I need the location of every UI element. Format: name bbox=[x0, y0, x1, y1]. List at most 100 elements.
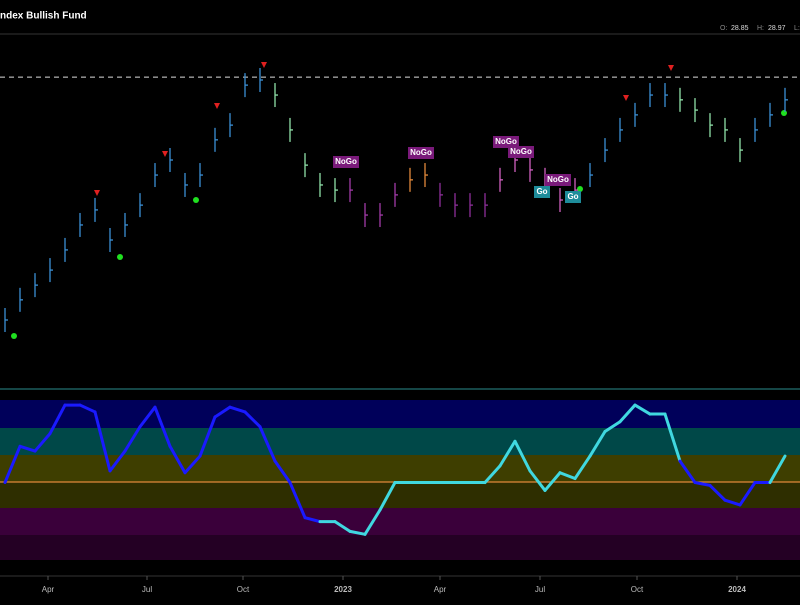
price-bar bbox=[739, 138, 743, 163]
price-bar bbox=[529, 157, 533, 182]
price-bar bbox=[604, 138, 608, 163]
price-bar bbox=[649, 83, 653, 108]
oscillator-segment bbox=[378, 481, 397, 512]
annotation: NoGo bbox=[547, 175, 569, 184]
oscillator-segment bbox=[618, 403, 637, 424]
oscillator-segment bbox=[213, 405, 232, 419]
price-bar bbox=[454, 193, 458, 218]
annotation: NoGo bbox=[495, 137, 517, 146]
annotation-box bbox=[408, 147, 434, 159]
chart-title: ndex Bullish Fund bbox=[0, 11, 87, 22]
price-bar bbox=[274, 83, 278, 108]
price-bar bbox=[334, 178, 338, 203]
price-bar bbox=[79, 212, 83, 237]
oscillator-segment bbox=[333, 520, 352, 533]
price-bar bbox=[619, 117, 623, 142]
price-bar bbox=[679, 87, 683, 112]
price-bar bbox=[19, 287, 23, 312]
price-bar bbox=[664, 83, 668, 108]
sell-signal bbox=[623, 95, 629, 101]
oscillator-segment bbox=[168, 444, 187, 475]
price-bar bbox=[109, 228, 113, 252]
price-bar bbox=[469, 193, 473, 218]
quote-value: 28.85 bbox=[731, 25, 749, 32]
band bbox=[0, 482, 800, 508]
x-tick-label: 2024 bbox=[728, 585, 746, 594]
sell-signal bbox=[162, 151, 168, 157]
oscillator-segment bbox=[348, 529, 367, 536]
buy-signal bbox=[577, 186, 583, 192]
price-bar bbox=[49, 258, 53, 283]
price-bar bbox=[64, 237, 68, 262]
price-bar bbox=[499, 167, 503, 192]
price-bar bbox=[199, 163, 203, 188]
band bbox=[0, 535, 800, 560]
price-bar bbox=[784, 87, 788, 112]
oscillator-segment bbox=[48, 403, 67, 436]
price-bar bbox=[379, 203, 383, 228]
price-bar bbox=[349, 178, 353, 203]
price-bar bbox=[34, 273, 38, 298]
price-bar bbox=[394, 182, 398, 207]
price-bar bbox=[319, 172, 323, 197]
oscillator-segment bbox=[288, 481, 307, 520]
annotation-box bbox=[333, 156, 359, 168]
buy-signal bbox=[11, 333, 17, 339]
annotation-box bbox=[493, 136, 519, 148]
oscillator-segment bbox=[33, 432, 52, 453]
oscillator-segment bbox=[528, 469, 547, 492]
signals bbox=[11, 62, 787, 339]
annotation: NoGo bbox=[510, 147, 532, 156]
price-bar bbox=[769, 102, 773, 127]
buy-signal bbox=[193, 197, 199, 203]
annotation: Go bbox=[536, 187, 547, 196]
oscillator-segment bbox=[678, 459, 697, 484]
x-tick-label: Apr bbox=[434, 585, 447, 594]
quote: O:28.85H:28.97L:2 bbox=[720, 25, 800, 32]
band bbox=[0, 428, 800, 455]
oscillator-segment bbox=[483, 464, 502, 484]
price-bar bbox=[304, 153, 308, 178]
quote-value: 28.97 bbox=[768, 25, 786, 32]
price-bar bbox=[229, 113, 233, 138]
price-bar bbox=[289, 117, 293, 142]
oscillator-segment bbox=[738, 481, 757, 507]
price-bar bbox=[214, 127, 218, 152]
oscillator-segment bbox=[543, 471, 562, 492]
price-bar bbox=[169, 148, 173, 172]
oscillator-segment bbox=[513, 439, 532, 473]
oscillator-segment bbox=[258, 425, 277, 463]
price-bar bbox=[244, 73, 248, 98]
sell-signal bbox=[261, 62, 267, 68]
annotation-box bbox=[565, 191, 581, 203]
quote-label: L: bbox=[794, 25, 800, 32]
buy-signal bbox=[781, 110, 787, 116]
oscillator-segment bbox=[558, 471, 577, 481]
oscillator-segment bbox=[603, 420, 622, 433]
price-bar bbox=[184, 172, 188, 197]
oscillator-segment bbox=[723, 498, 742, 507]
price-bar bbox=[559, 188, 563, 212]
annotation-box bbox=[508, 146, 534, 158]
band bbox=[0, 508, 800, 535]
sell-signal bbox=[214, 103, 220, 109]
oscillator-segment bbox=[153, 405, 172, 448]
oscillator-segment bbox=[768, 454, 787, 484]
oscillator-segment bbox=[633, 403, 652, 416]
oscillator-segment bbox=[228, 405, 247, 414]
price-bar bbox=[124, 212, 128, 237]
x-tick-label: Oct bbox=[631, 585, 644, 594]
oscillator-segment bbox=[588, 429, 607, 458]
price-bar bbox=[4, 308, 8, 332]
price-bar bbox=[589, 163, 593, 188]
oscillator-segment bbox=[123, 425, 142, 453]
price-bar bbox=[484, 193, 488, 218]
oscillator-segment bbox=[273, 459, 292, 484]
sell-signal bbox=[94, 190, 100, 196]
quote-label: O: bbox=[720, 25, 727, 32]
oscillator-segment bbox=[693, 481, 712, 487]
oscillator-segment bbox=[183, 454, 202, 475]
x-tick-label: 2023 bbox=[334, 585, 352, 594]
price-bar bbox=[94, 197, 98, 222]
